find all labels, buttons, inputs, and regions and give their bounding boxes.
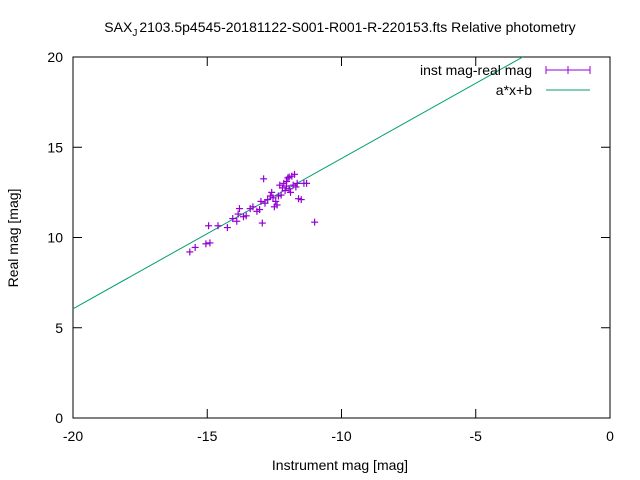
data-point <box>273 201 281 209</box>
chart-title-main: SAX <box>104 19 133 35</box>
y-tick-label: 10 <box>47 230 63 246</box>
data-point <box>268 188 276 196</box>
data-point <box>235 205 243 213</box>
y-axis-label: Real mag [mag] <box>5 189 21 288</box>
data-point <box>297 196 305 204</box>
data-point <box>257 197 265 205</box>
x-tick-label: -10 <box>331 428 351 444</box>
data-point <box>285 173 293 181</box>
data-point <box>303 179 311 187</box>
data-point <box>242 212 250 220</box>
data-point <box>272 197 280 205</box>
scatter-series <box>186 170 319 256</box>
chart-title: SAXJ 2103.5p4545-20181122-S001-R001-R-220… <box>104 19 575 39</box>
data-point <box>284 174 292 182</box>
data-point <box>264 196 272 204</box>
data-point <box>258 219 266 227</box>
x-tick-label: -5 <box>470 428 483 444</box>
y-tick-label: 20 <box>47 49 63 65</box>
data-point <box>282 182 290 190</box>
legend-sample-points <box>545 66 591 74</box>
data-point <box>291 170 299 178</box>
legend-label-points: inst mag-real mag <box>420 62 532 78</box>
axis-tick-labels: -20 -15 -10 -5 0 0 5 10 15 20 <box>47 49 614 444</box>
chart-title-subscript: J <box>132 28 137 39</box>
data-point <box>286 188 294 196</box>
data-point <box>202 240 210 248</box>
x-tick-label: -15 <box>197 428 217 444</box>
data-point <box>277 191 285 199</box>
data-point <box>205 222 213 230</box>
data-point <box>276 181 284 189</box>
data-point <box>311 218 319 226</box>
data-point <box>223 224 231 232</box>
data-point <box>233 217 241 225</box>
data-point <box>249 203 257 211</box>
data-point <box>260 175 268 183</box>
y-tick-label: 15 <box>47 139 63 155</box>
x-axis-label: Instrument mag [mag] <box>272 457 408 473</box>
legend-label-line: a*x+b <box>496 82 532 98</box>
data-point <box>206 239 214 247</box>
data-point <box>214 222 222 230</box>
data-point <box>281 187 289 195</box>
data-point <box>186 248 194 256</box>
data-point <box>293 179 301 187</box>
chart-title-rest: 2103.5p4545-20181122-S001-R001-R-220153.… <box>139 19 575 35</box>
data-point <box>269 194 277 202</box>
x-tick-label: -20 <box>63 428 83 444</box>
y-tick-label: 0 <box>55 410 63 426</box>
x-tick-label: 0 <box>606 428 614 444</box>
data-point <box>256 206 264 214</box>
data-point <box>234 210 242 218</box>
y-tick-label: 5 <box>55 320 63 336</box>
legend: inst mag-real mag a*x+b <box>420 62 591 98</box>
data-point <box>261 199 269 207</box>
data-point <box>292 183 300 191</box>
plot-area <box>72 56 611 419</box>
data-point <box>229 215 237 223</box>
axis-ticks <box>72 56 611 419</box>
data-point <box>191 243 199 251</box>
